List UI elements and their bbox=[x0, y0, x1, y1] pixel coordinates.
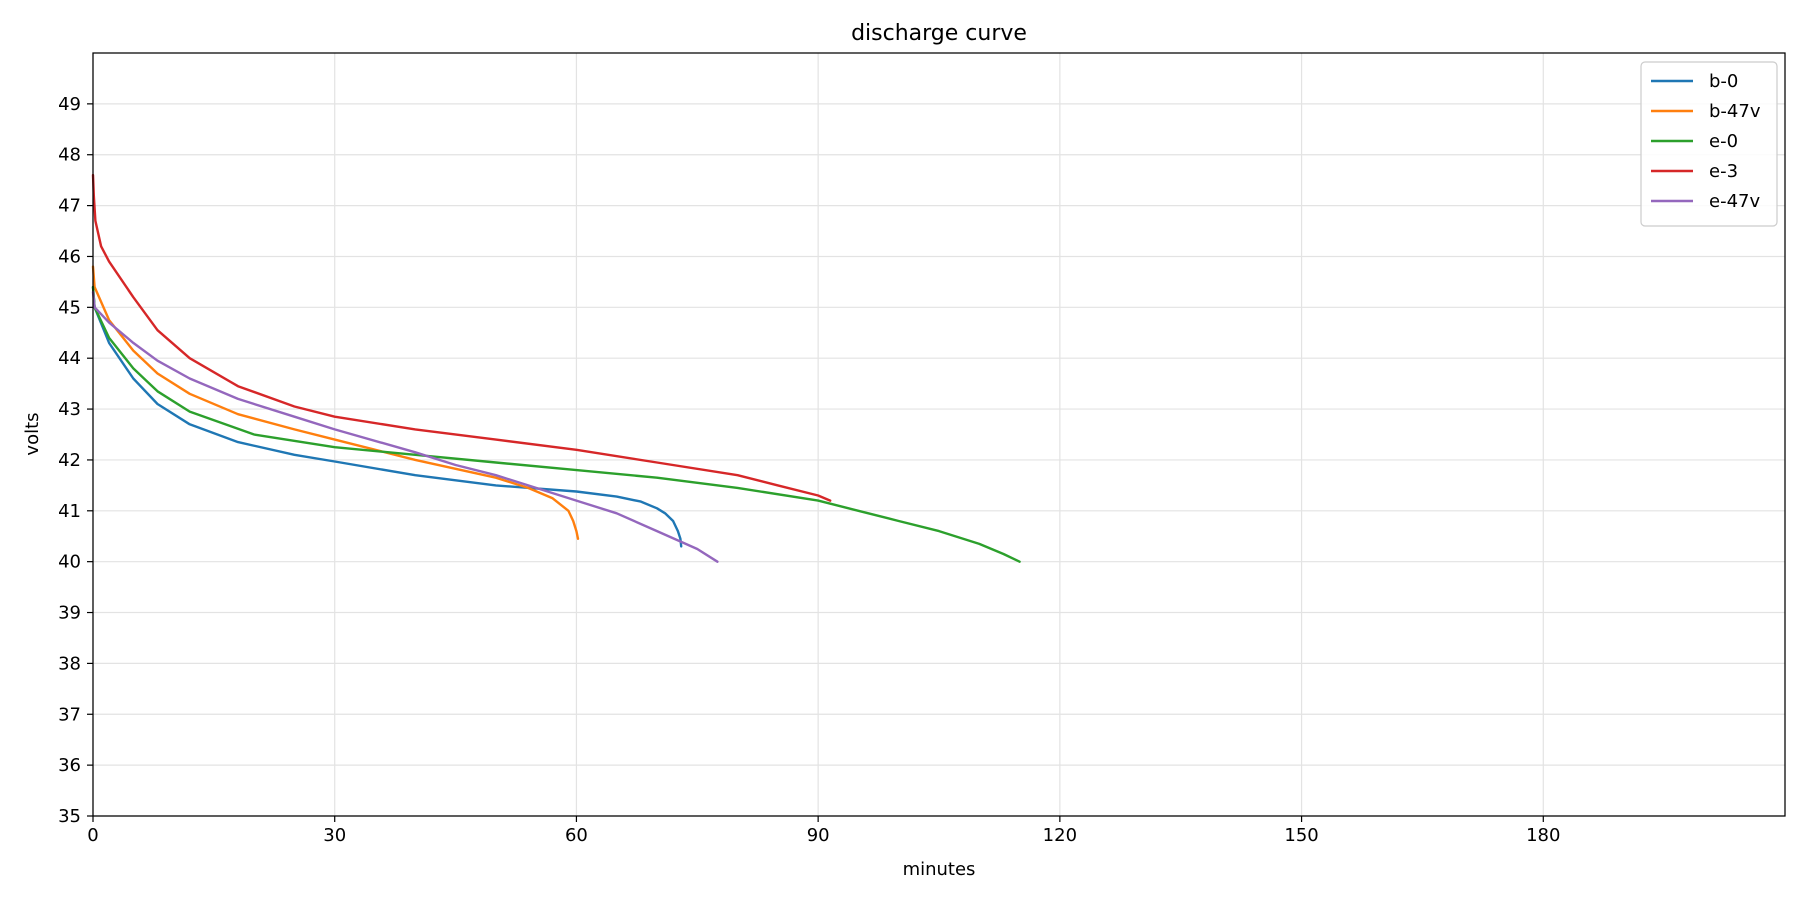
legend-label: e-47v bbox=[1709, 191, 1760, 212]
y-axis-label: volts bbox=[22, 412, 43, 455]
y-tick-label: 49 bbox=[58, 94, 81, 115]
x-axis-label: minutes bbox=[903, 859, 976, 880]
y-tick-label: 35 bbox=[58, 806, 81, 827]
y-tick-label: 38 bbox=[58, 653, 81, 674]
y-tick-label: 43 bbox=[58, 399, 81, 420]
legend-box bbox=[1640, 61, 1778, 227]
x-tick-label: 60 bbox=[565, 825, 588, 846]
y-tick-label: 41 bbox=[58, 501, 81, 522]
legend-label: b-47v bbox=[1709, 101, 1761, 122]
y-tick-label: 39 bbox=[58, 603, 81, 624]
series-line-b-47v bbox=[91, 265, 580, 540]
legend: b-0 b-47v e-0 e-3 e-47v bbox=[1640, 61, 1778, 227]
plot-frame bbox=[92, 52, 1786, 817]
legend-label: e-0 bbox=[1709, 131, 1738, 152]
series-line-e-3 bbox=[91, 173, 832, 502]
y-tick-label: 40 bbox=[58, 552, 81, 573]
y-tick-label: 36 bbox=[58, 755, 81, 776]
y-tick-label: 48 bbox=[58, 145, 81, 166]
chart-title: discharge curve bbox=[851, 21, 1027, 46]
y-tick-label: 42 bbox=[58, 450, 81, 471]
y-tick-label: 46 bbox=[58, 246, 81, 267]
y-tick-label: 47 bbox=[58, 196, 81, 217]
series-line-b-0 bbox=[91, 285, 683, 548]
x-tick-label: 90 bbox=[807, 825, 830, 846]
x-tick-label: 0 bbox=[87, 825, 98, 846]
y-tick-label: 37 bbox=[58, 704, 81, 725]
x-tick-label: 180 bbox=[1526, 825, 1560, 846]
legend-label: e-3 bbox=[1709, 161, 1738, 182]
x-tick-label: 120 bbox=[1043, 825, 1077, 846]
series-line-e-47v bbox=[91, 290, 719, 563]
x-tick-label: 30 bbox=[323, 825, 346, 846]
y-tick-label: 45 bbox=[58, 297, 81, 318]
series-line-e-0 bbox=[91, 285, 1021, 563]
grid bbox=[92, 53, 1785, 817]
x-tick-label: 150 bbox=[1284, 825, 1318, 846]
y-tick-label: 44 bbox=[58, 348, 81, 369]
series-lines bbox=[91, 173, 1021, 563]
axis-ticks: 0 30 60 90 120 150 180 35 36 37 38 39 40 41 42 43 44 45 46… bbox=[58, 94, 1560, 846]
legend-label: b-0 bbox=[1709, 71, 1738, 92]
